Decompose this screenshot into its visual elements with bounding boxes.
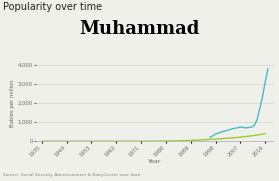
BabyCenter users xyxy=(225,129,228,132)
BabyCenter users xyxy=(236,127,239,129)
Text: Popularity over time: Popularity over time xyxy=(3,2,102,12)
U.S. population xyxy=(172,140,176,142)
BabyCenter users xyxy=(247,126,250,129)
BabyCenter users xyxy=(222,130,225,132)
U.S. population xyxy=(230,137,234,139)
U.S. population xyxy=(181,140,184,142)
BabyCenter users xyxy=(263,81,267,83)
BabyCenter users xyxy=(250,126,253,128)
U.S. population xyxy=(140,140,143,142)
X-axis label: Year: Year xyxy=(148,159,162,164)
BabyCenter users xyxy=(228,129,231,131)
BabyCenter users xyxy=(266,68,270,70)
U.S. population xyxy=(148,140,151,142)
Y-axis label: Babies per million: Babies per million xyxy=(10,79,15,127)
U.S. population xyxy=(156,140,159,142)
Line: BabyCenter users: BabyCenter users xyxy=(210,69,268,137)
BabyCenter users xyxy=(230,128,234,130)
BabyCenter users xyxy=(241,126,245,129)
BabyCenter users xyxy=(255,119,259,121)
U.S. population xyxy=(197,139,201,141)
U.S. population xyxy=(65,140,68,142)
Line: U.S. population: U.S. population xyxy=(42,134,265,141)
U.S. population xyxy=(106,140,110,142)
U.S. population xyxy=(48,140,52,142)
U.S. population xyxy=(263,132,267,135)
U.S. population xyxy=(247,135,250,137)
BabyCenter users xyxy=(252,125,256,127)
U.S. population xyxy=(222,137,225,140)
U.S. population xyxy=(255,134,259,136)
U.S. population xyxy=(73,140,76,142)
BabyCenter users xyxy=(261,96,264,98)
U.S. population xyxy=(57,140,60,142)
BabyCenter users xyxy=(244,127,247,129)
Text: Source: Social Security Administration & BabyCenter user data: Source: Social Security Administration &… xyxy=(3,173,140,177)
Text: Muhammad: Muhammad xyxy=(79,20,200,38)
U.S. population xyxy=(206,138,209,141)
U.S. population xyxy=(115,140,118,142)
BabyCenter users xyxy=(233,127,237,129)
U.S. population xyxy=(81,140,85,142)
BabyCenter users xyxy=(214,133,217,135)
U.S. population xyxy=(189,139,192,142)
BabyCenter users xyxy=(219,131,223,133)
U.S. population xyxy=(40,140,44,142)
U.S. population xyxy=(123,140,126,142)
BabyCenter users xyxy=(217,132,220,134)
BabyCenter users xyxy=(239,126,242,128)
BabyCenter users xyxy=(258,108,261,110)
U.S. population xyxy=(131,140,134,142)
U.S. population xyxy=(98,140,101,142)
U.S. population xyxy=(239,136,242,138)
U.S. population xyxy=(90,140,93,142)
BabyCenter users xyxy=(211,135,215,137)
BabyCenter users xyxy=(208,136,212,138)
U.S. population xyxy=(164,140,168,142)
U.S. population xyxy=(214,138,217,140)
